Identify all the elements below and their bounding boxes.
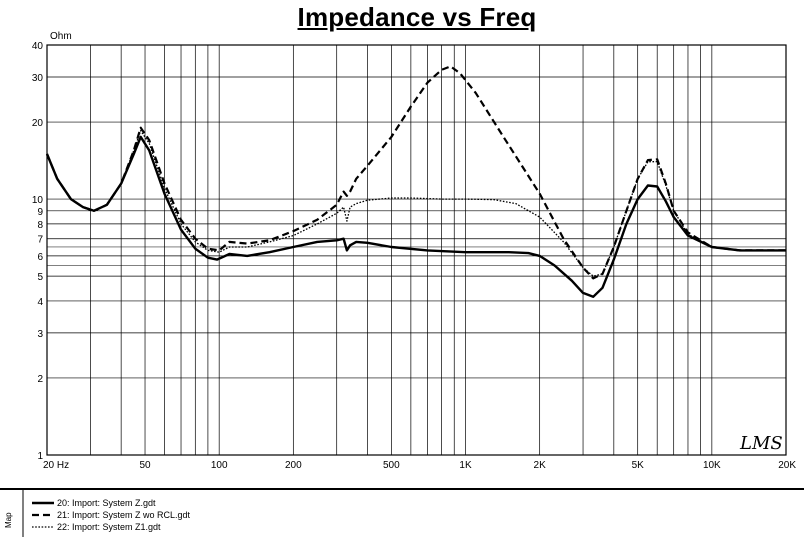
x-tick-label: 100 (211, 460, 228, 471)
y-tick-label: 30 (32, 73, 44, 84)
y-tick-label: 6 (37, 252, 43, 263)
map-label: Map (4, 512, 13, 528)
y-tick-label: 2 (37, 374, 43, 385)
y-tick-label: 1 (37, 451, 43, 462)
series-line-dotted (46, 130, 786, 277)
x-tick-label: 500 (383, 460, 400, 471)
y-axis-label: Ohm (50, 31, 72, 42)
y-tick-label: 7 (37, 235, 43, 246)
y-tick-label: 5 (37, 272, 43, 283)
series-line-solid (45, 135, 786, 298)
lms-watermark: LMS (739, 433, 783, 454)
y-tick-label: 40 (32, 41, 44, 52)
x-tick-label: 2K (534, 460, 547, 471)
grid (47, 45, 786, 455)
series-line-dashed (45, 65, 786, 280)
x-tick-label: 5K (632, 460, 645, 471)
legend: 20: Import: System Z.gdt 21: Import: Syst… (32, 498, 191, 532)
y-tick-label: 9 (37, 207, 43, 218)
y-tick-label: 3 (37, 329, 43, 340)
y-tick-label: 8 (37, 220, 43, 231)
x-tick-label: 20 Hz (43, 460, 69, 471)
x-tick-label: 20K (778, 460, 796, 471)
y-tick-label: 4 (37, 297, 43, 308)
x-tick-label: 50 (139, 460, 151, 471)
y-tick-label: 10 (32, 195, 44, 206)
y-tick-label: 20 (32, 118, 44, 129)
legend-entry: 22: Import: System Z1.gdt (57, 522, 161, 532)
y-axis-ticks: 40 30 20 109 8 7 6 5 4 3 2 1 (32, 41, 44, 462)
x-tick-label: 1K (459, 460, 472, 471)
x-tick-label: 200 (285, 460, 302, 471)
series-layer (45, 65, 786, 298)
x-tick-label: 10K (703, 460, 721, 471)
x-axis-ticks: 20 Hz 50 100 200 500 1K 2K 5K 10K 20K (43, 460, 796, 471)
legend-entry: 21: Import: System Z wo RCL.gdt (57, 510, 191, 520)
legend-entry: 20: Import: System Z.gdt (57, 498, 156, 508)
chart-title: Impedance vs Freq (297, 2, 537, 32)
